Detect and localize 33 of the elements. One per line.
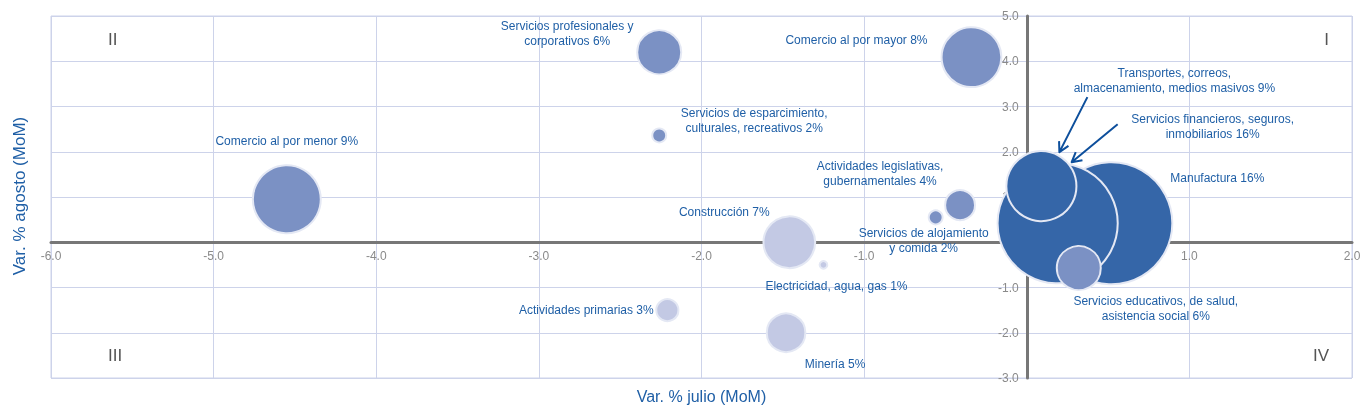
text: Servicios financieros, seguros, inmobiliarios 16% <box>1131 111 1295 141</box>
series-label: Manufactura 16% <box>1170 171 1265 186</box>
text: Transportes, correos, almacenamiento, medios masivos 9% <box>1073 65 1276 95</box>
annotation: II <box>108 30 118 50</box>
series-label: Minería 5% <box>804 356 866 371</box>
x-tick-label: -6.0 <box>40 249 62 264</box>
series-label: Comercio al por mayor 8% <box>785 33 928 48</box>
x-tick-label: -2.0 <box>691 249 713 264</box>
y-tick-label: 2.0 <box>1002 144 1020 159</box>
series-label: Servicios educativos, de salud, asistencia social 6% <box>1073 293 1239 323</box>
series-label: Construcción 7% <box>678 205 770 220</box>
y-tick-label: -2.0 <box>998 325 1020 340</box>
y-tick-label: -3.0 <box>998 371 1020 385</box>
y-tick-label: 3.0 <box>1002 99 1020 114</box>
x-tick-label: -4.0 <box>365 249 387 264</box>
annotation: III <box>108 346 123 366</box>
x-tick-label: 1.0 <box>1181 249 1199 264</box>
x-tick-label: -5.0 <box>203 249 225 264</box>
x-tick-label: -3.0 <box>528 249 550 264</box>
series-label: Servicios de esparcimiento, culturales, recreativos 2% <box>680 105 828 135</box>
text: Comercio al por menor 9% <box>215 134 359 149</box>
series-label: Actividades primarias 3% <box>518 303 655 318</box>
annotation: IV <box>1312 346 1329 366</box>
x-axis-title: Var. % julio (MoM) <box>635 388 768 406</box>
series-label: Servicios profesionales y corporativos 6% <box>500 18 634 48</box>
series-label: Actividades legislativas, gubernamentales 4% <box>816 158 944 188</box>
series-label: Electricidad, agua, gas 1% <box>765 278 908 293</box>
x-tick-label: 2.0 <box>1343 249 1361 264</box>
annotation: I <box>1324 30 1329 50</box>
y-tick-label: 4.0 <box>1002 54 1020 69</box>
y-axis-title: Var. % agosto (MoM) <box>10 115 30 278</box>
y-tick-label: -1.0 <box>998 280 1020 295</box>
y-tick-label: 5.0 <box>1002 9 1020 23</box>
